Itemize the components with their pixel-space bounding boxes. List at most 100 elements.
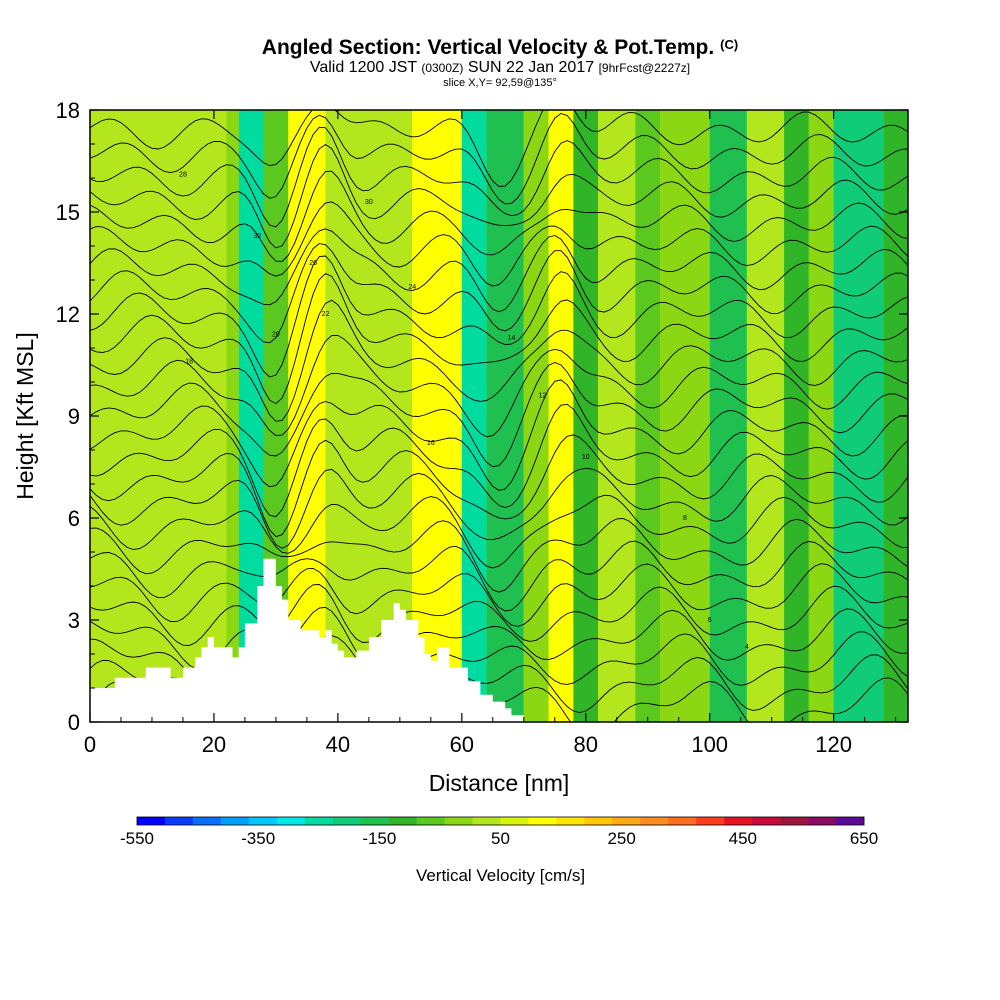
isentrope-line	[90, 403, 908, 518]
colorbar-swatch	[388, 817, 417, 825]
y-axis-label: Height [Kft MSL]	[12, 332, 38, 499]
velocity-band	[548, 110, 574, 722]
isentrope-label: 30	[365, 199, 373, 206]
y-tick-label: 6	[68, 506, 80, 531]
isentrope-line	[90, 243, 908, 344]
isentrope-line	[90, 126, 908, 228]
colorbar-swatch	[332, 817, 361, 825]
velocity-band	[325, 110, 388, 722]
colorbar-tick-label: -350	[241, 829, 275, 848]
velocity-band	[709, 110, 747, 722]
isentropes	[90, 110, 908, 722]
isentrope-line	[90, 434, 908, 538]
colorbar-swatch	[752, 817, 781, 825]
isentrope-label: 6	[708, 617, 712, 624]
colorbar-swatch	[360, 817, 389, 825]
velocity-band	[523, 110, 549, 722]
valid-date: SUN 22 Jan 2017	[467, 59, 595, 76]
chart-subtitle: Valid 1200 JST (0300Z) SUN 22 Jan 2017 […	[0, 60, 1000, 76]
colorbar-swatch	[416, 817, 445, 825]
y-tick-label: 0	[68, 710, 80, 735]
chart-title-main: Angled Section: Vertical Velocity & Pot.…	[261, 36, 715, 59]
isentrope-label: 24	[408, 284, 416, 291]
terrain-profile	[90, 558, 537, 722]
x-tick-label: 0	[84, 732, 96, 757]
y-tick-label: 3	[68, 608, 80, 633]
y-tick-label: 15	[56, 200, 80, 225]
isentrope-line	[90, 110, 908, 187]
isentrope-line	[90, 113, 908, 205]
isentrope-label: 8	[683, 515, 687, 522]
colorbar-frame	[136, 816, 865, 826]
y-tick-label: 12	[56, 302, 80, 327]
colorbar-swatch	[696, 817, 725, 825]
axes: 0 20 40 60 80 100 120 0 3 6 9 12 15 18 Distance [nm] He…	[12, 98, 909, 796]
colorbar-swatch	[304, 817, 334, 825]
y-tick-label: 18	[56, 98, 80, 123]
isentrope-label: 14	[507, 335, 515, 342]
velocity-band	[598, 110, 636, 722]
isentrope-line	[90, 540, 908, 612]
colorbar-swatch	[248, 817, 278, 825]
colorbar-swatch	[780, 817, 809, 825]
isentrope-line	[90, 584, 908, 646]
velocity-band	[90, 110, 152, 722]
forecast-info: [9hrFcst@2227z]	[598, 61, 691, 75]
isentrope-line	[90, 201, 908, 287]
isentrope-label: 18	[185, 359, 193, 366]
isentrope-labels: 28 32 30 26 24 22 20 18 16 14 12 10 8 6 4	[179, 172, 749, 652]
colorbar-swatch	[220, 817, 250, 825]
colorbar-swatch	[472, 817, 501, 825]
isentrope-label: 4	[745, 644, 749, 651]
velocity-band	[784, 110, 809, 722]
velocity-band	[808, 110, 834, 722]
colorbar-tick-label: 650	[850, 829, 878, 848]
isentrope-line	[90, 334, 908, 438]
colorbar-swatch	[668, 817, 697, 825]
colorbar-tick-label: 250	[607, 829, 635, 848]
isentrope-line	[90, 272, 908, 405]
colorbar-label: Vertical Velocity [cm/s]	[416, 866, 585, 885]
isentrope-line	[90, 362, 908, 468]
colorbar-swatch	[276, 817, 306, 825]
isentrope-line	[90, 299, 908, 422]
colorbar-swatch	[808, 817, 837, 825]
isentrope-label: 32	[253, 233, 261, 240]
isentrope-line	[90, 170, 908, 262]
isentrope-line	[90, 494, 908, 569]
velocity-band	[746, 110, 785, 722]
colorbar: -550 -350 -150 50 250 450 650 Vertical Velocity…	[120, 816, 878, 885]
x-tick-label: 40	[326, 732, 350, 757]
colorbar-tick-label: 50	[491, 829, 510, 848]
colorbar-swatch	[500, 817, 529, 825]
colorbar-swatch	[528, 817, 557, 825]
velocity-field	[90, 110, 908, 722]
colorbar-swatch	[164, 817, 194, 825]
x-tick-label: 60	[450, 732, 474, 757]
velocity-band	[226, 110, 239, 722]
isentrope-label: 26	[309, 260, 317, 267]
colorbar-swatch	[640, 817, 669, 825]
x-tick-label: 80	[574, 732, 598, 757]
colorbar-swatch	[137, 817, 166, 825]
isentrope-line	[90, 255, 908, 378]
velocity-band	[461, 110, 487, 722]
valid-time: Valid 1200 JST	[309, 59, 417, 76]
colorbar-swatch	[556, 817, 585, 825]
utc-time: (0300Z)	[421, 61, 464, 75]
isentrope-label: 12	[538, 393, 546, 400]
x-tick-label: 20	[202, 732, 226, 757]
x-tick-label: 100	[691, 732, 728, 757]
colorbar-swatch	[612, 817, 641, 825]
colorbar-tick-label: -550	[120, 829, 154, 848]
velocity-band	[833, 110, 884, 722]
colorbar-swatch	[192, 817, 222, 825]
chart-title-mark: (C)	[720, 37, 739, 52]
colorbar-tick-label: -150	[362, 829, 396, 848]
isentrope-label: 10	[582, 454, 590, 461]
chart-title: Angled Section: Vertical Velocity & Pot.…	[0, 36, 1000, 60]
colorbar-swatch	[724, 817, 753, 825]
y-tick-label: 9	[68, 404, 80, 429]
slice-info: slice X,Y= 92,59@135°	[443, 77, 557, 89]
